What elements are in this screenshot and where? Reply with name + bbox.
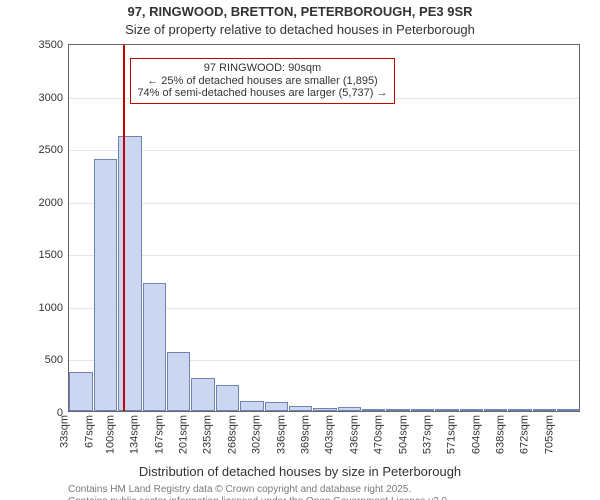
histogram-bar [386, 409, 409, 411]
gridline [69, 150, 579, 151]
histogram-bar [240, 401, 263, 412]
x-tick-label: 672sqm [519, 415, 531, 454]
histogram-bar [362, 409, 385, 411]
histogram-bar [167, 352, 190, 411]
histogram-bar [94, 159, 117, 411]
histogram-bar [533, 409, 556, 411]
x-tick-label: 436sqm [348, 415, 360, 454]
y-tick-label: 1000 [39, 302, 63, 314]
y-tick-label: 500 [45, 354, 63, 366]
annotation-line2: ← 25% of detached houses are smaller (1,… [137, 75, 387, 88]
y-tick-label: 2500 [39, 144, 63, 156]
x-tick-label: 33sqm [59, 415, 71, 448]
x-axis-label: Distribution of detached houses by size … [0, 464, 600, 479]
x-tick-label: 504sqm [397, 415, 409, 454]
x-tick-label: 403sqm [324, 415, 336, 454]
x-tick-label: 571sqm [446, 415, 458, 454]
y-tick-label: 3500 [39, 39, 63, 51]
histogram-bar [143, 283, 166, 411]
x-tick-label: 167sqm [153, 415, 165, 454]
histogram-bar [484, 409, 507, 411]
histogram-bar [508, 409, 531, 411]
x-tick-label: 604sqm [470, 415, 482, 454]
y-tick-label: 3000 [39, 92, 63, 104]
plot-area: 050010001500200025003000350033sqm67sqm10… [68, 44, 580, 412]
histogram-bar [460, 409, 483, 411]
x-tick-label: 638sqm [494, 415, 506, 454]
x-tick-label: 302sqm [251, 415, 263, 454]
histogram-bar [557, 409, 580, 411]
x-tick-label: 537sqm [421, 415, 433, 454]
histogram-bar [313, 408, 336, 411]
x-tick-label: 100sqm [104, 415, 116, 454]
x-tick-label: 134sqm [129, 415, 141, 454]
gridline [69, 203, 579, 204]
histogram-bar [435, 409, 458, 411]
histogram-bar [265, 402, 288, 411]
chart-title-line1: 97, RINGWOOD, BRETTON, PETERBOROUGH, PE3… [0, 4, 600, 19]
histogram-bar [216, 385, 239, 411]
annotation-line3: 74% of semi-detached houses are larger (… [137, 87, 387, 100]
histogram-bar [69, 372, 92, 411]
chart-title-line2: Size of property relative to detached ho… [0, 22, 600, 37]
annotation-box: 97 RINGWOOD: 90sqm← 25% of detached hous… [130, 58, 394, 104]
x-tick-label: 268sqm [226, 415, 238, 454]
histogram-bar [289, 406, 312, 411]
annotation-line1: 97 RINGWOOD: 90sqm [137, 62, 387, 75]
x-tick-label: 336sqm [275, 415, 287, 454]
y-tick-label: 2000 [39, 197, 63, 209]
marker-line [123, 45, 125, 411]
histogram-bar [191, 378, 214, 411]
y-tick-label: 1500 [39, 249, 63, 261]
x-tick-label: 235sqm [202, 415, 214, 454]
x-tick-label: 67sqm [83, 415, 95, 448]
footer-line2: Contains public sector information licen… [68, 496, 450, 500]
gridline [69, 255, 579, 256]
histogram-bar [411, 409, 434, 411]
x-tick-label: 201sqm [178, 415, 190, 454]
footer-line1: Contains HM Land Registry data © Crown c… [68, 484, 411, 495]
x-tick-label: 369sqm [299, 415, 311, 454]
x-tick-label: 705sqm [543, 415, 555, 454]
histogram-bar [338, 407, 361, 411]
chart-container: 97, RINGWOOD, BRETTON, PETERBOROUGH, PE3… [0, 0, 600, 500]
x-tick-label: 470sqm [373, 415, 385, 454]
